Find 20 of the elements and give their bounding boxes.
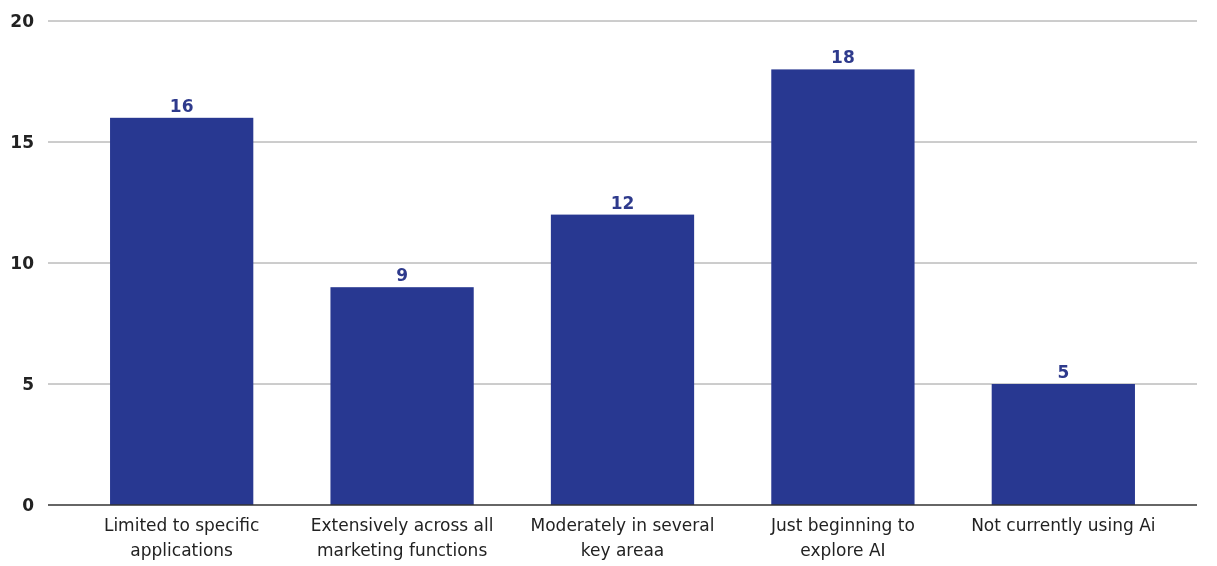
y-tick-label: 5 [22, 373, 34, 394]
x-tick-label: Limited to specific applications [103, 515, 260, 560]
data-label: 9 [396, 265, 409, 286]
data-label: 12 [610, 192, 635, 213]
y-tick-label: 15 [10, 131, 34, 152]
x-tick-label: Moderately in several key areaa [530, 515, 715, 560]
bar [991, 384, 1135, 505]
data-label: 16 [169, 95, 194, 116]
y-tick-label: 20 [10, 10, 35, 31]
x-tick-label: Just beginning to explore AI [770, 515, 915, 560]
x-tick-label: Not currently using Ai [971, 515, 1156, 535]
bar [330, 287, 474, 505]
y-tick-label: 10 [10, 252, 35, 273]
data-label: 5 [1057, 362, 1070, 382]
data-label: 18 [831, 47, 855, 68]
bar [550, 214, 695, 505]
x-tick-label: Extensively across all marketing functions [310, 515, 494, 560]
bar [771, 69, 915, 505]
y-tick-label: 0 [22, 494, 35, 515]
bar [110, 117, 254, 505]
